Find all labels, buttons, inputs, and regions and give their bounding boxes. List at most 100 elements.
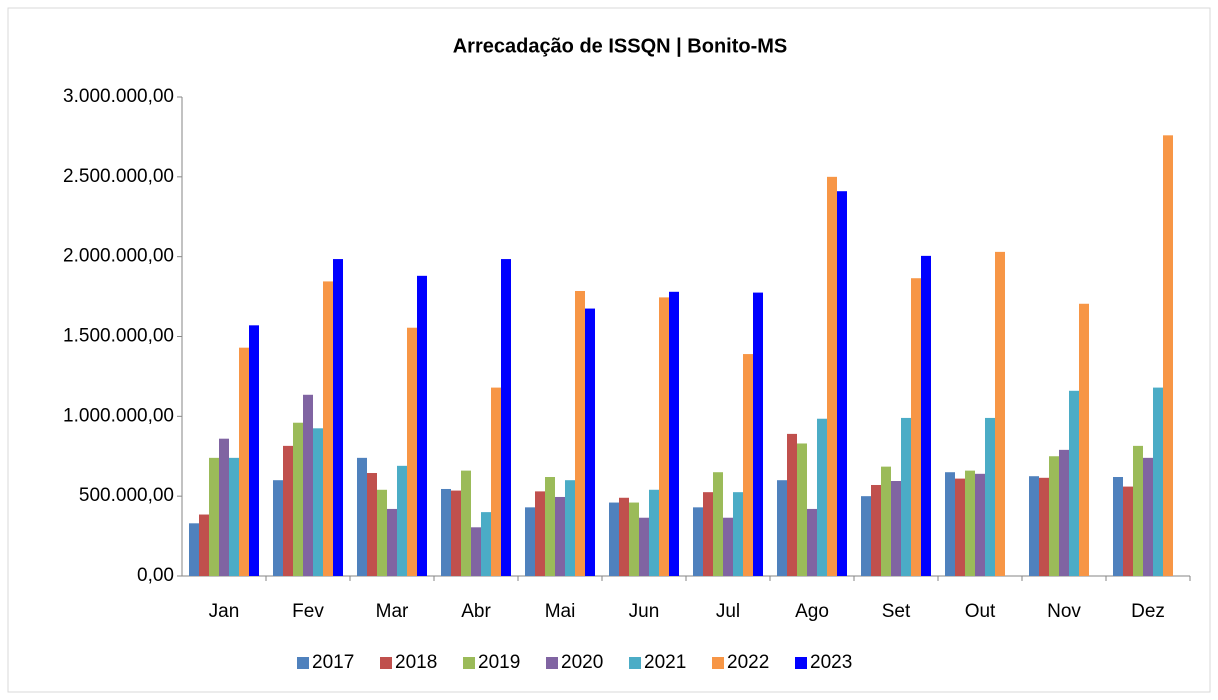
legend-label: 2021: [644, 652, 686, 673]
bar: [1049, 456, 1059, 576]
bar: [417, 275, 427, 576]
bar: [753, 292, 763, 576]
bar: [249, 325, 259, 576]
bar: [1153, 387, 1163, 576]
legend-label: 2020: [561, 652, 603, 673]
x-tick-label: Nov: [1047, 601, 1081, 622]
bar: [303, 394, 313, 576]
bar: [871, 484, 881, 576]
x-tick-label: Out: [965, 601, 996, 622]
legend-swatch: [297, 657, 309, 669]
legend-swatch: [463, 657, 475, 669]
legend-label: 2022: [727, 652, 769, 673]
bar: [199, 514, 209, 576]
bar: [501, 259, 511, 576]
y-tick-label: 1.000.000,00: [63, 405, 174, 426]
bar: [491, 387, 501, 576]
bar: [861, 496, 871, 576]
bar: [827, 176, 837, 577]
bar: [1079, 303, 1089, 576]
bar: [545, 477, 555, 576]
bar: [555, 496, 565, 576]
x-tick-label: Set: [882, 601, 911, 622]
bar: [461, 470, 471, 576]
bar: [921, 255, 931, 576]
y-tick-label: 0,00: [137, 565, 174, 586]
bar: [703, 492, 713, 576]
legend-swatch: [629, 657, 641, 669]
bar: [901, 417, 911, 576]
bar: [357, 457, 367, 576]
bar: [1123, 486, 1133, 576]
bar: [323, 281, 333, 576]
bar: [965, 470, 975, 576]
bar: [713, 472, 723, 576]
bar: [471, 527, 481, 576]
bar: [189, 523, 199, 576]
bar: [955, 478, 965, 576]
legend-label: 2023: [810, 652, 852, 673]
bar: [585, 308, 595, 576]
bar: [293, 422, 303, 576]
bar: [659, 297, 669, 576]
bar: [777, 480, 787, 576]
bar: [1133, 445, 1143, 576]
bar: [283, 445, 293, 576]
bar: [333, 259, 343, 576]
y-tick-label: 3.000.000,00: [63, 86, 174, 107]
legend-swatch: [380, 657, 392, 669]
bar: [797, 443, 807, 576]
bar: [525, 507, 535, 576]
legend-label: 2017: [312, 652, 354, 673]
bar: [219, 438, 229, 576]
bar: [229, 457, 239, 576]
x-tick-label: Jun: [629, 601, 660, 622]
legend-swatch: [795, 657, 807, 669]
bar: [723, 517, 733, 576]
bar: [535, 491, 545, 576]
bar: [377, 489, 387, 576]
bar: [397, 465, 407, 576]
bar: [1029, 476, 1039, 576]
bar: [575, 290, 585, 576]
legend-swatch: [712, 657, 724, 669]
bar: [639, 517, 649, 576]
bar: [565, 480, 575, 576]
bar: [891, 480, 901, 576]
bar: [975, 473, 985, 576]
bar: [669, 291, 679, 576]
bar: [481, 512, 491, 576]
bar: [1113, 477, 1123, 576]
x-tick-label: Mai: [545, 601, 576, 622]
x-tick-label: Abr: [461, 601, 491, 622]
bar: [743, 354, 753, 576]
x-tick-label: Ago: [795, 601, 829, 622]
x-tick-label: Jul: [716, 601, 740, 622]
legend-label: 2019: [478, 652, 520, 673]
bar: [451, 490, 461, 576]
bar: [1039, 477, 1049, 576]
bar: [911, 278, 921, 576]
bar: [693, 507, 703, 576]
bar: [273, 480, 283, 576]
bar: [387, 508, 397, 576]
chart-border: [7, 7, 1211, 693]
bar: [807, 508, 817, 576]
y-tick-label: 1.500.000,00: [63, 326, 174, 347]
bar: [407, 327, 417, 576]
y-tick-label: 2.500.000,00: [63, 166, 174, 187]
bar: [1143, 457, 1153, 576]
legend-swatch: [546, 657, 558, 669]
bar: [881, 466, 891, 576]
bar: [1163, 135, 1173, 576]
bar: [995, 251, 1005, 577]
y-tick-label: 500.000,00: [79, 485, 174, 506]
bar: [837, 191, 847, 576]
bar: [209, 457, 219, 576]
bar: [1059, 449, 1069, 576]
bar: [985, 417, 995, 576]
bar: [313, 428, 323, 576]
bar: [1069, 390, 1079, 576]
legend-label: 2018: [395, 652, 437, 673]
